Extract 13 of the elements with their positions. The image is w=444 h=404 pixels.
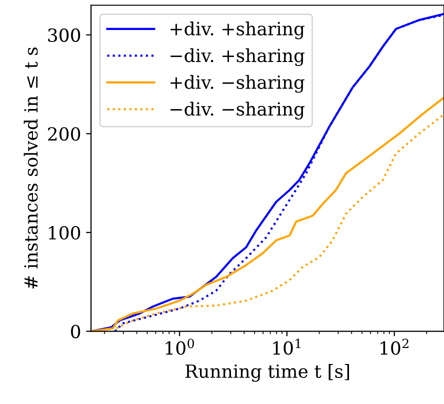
- legend-label: +div. +sharing: [170, 22, 305, 40]
- x-tick-label: 10$^{1}$: [273, 338, 300, 355]
- x-tick-label: 10$^{2}$: [380, 338, 408, 355]
- y-tick-label: 300: [48, 28, 80, 42]
- y-tick-label: 0: [71, 324, 80, 338]
- x-axis-title: Running time t [s]: [185, 364, 350, 382]
- legend-label: +div. −sharing: [170, 75, 305, 93]
- legend-label: −div. −sharing: [170, 102, 305, 120]
- y-tick-label: 100: [49, 226, 80, 240]
- x-tick-label: 10$^{0}$: [166, 338, 194, 355]
- y-axis-title: # instances solved in ≤ t s: [24, 48, 38, 289]
- legend-label: −div. +sharing: [170, 48, 305, 66]
- y-tick-label: 200: [48, 127, 80, 141]
